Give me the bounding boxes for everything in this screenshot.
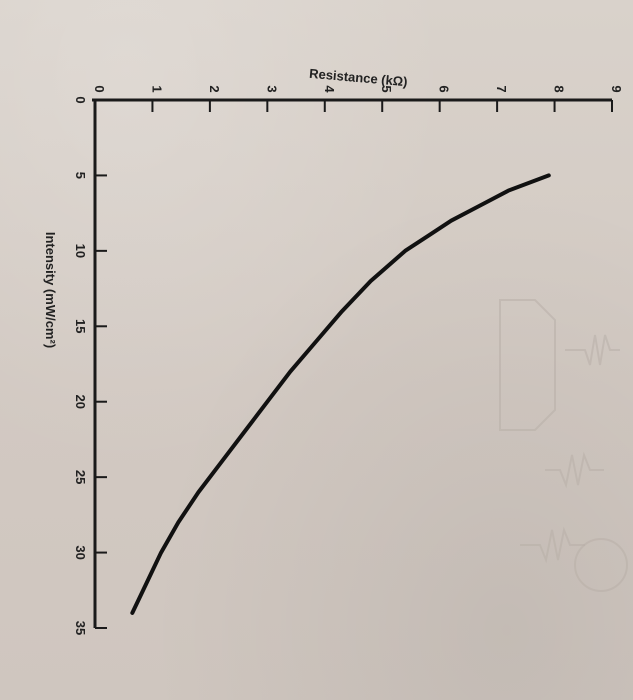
x-tick-label-0: 0	[73, 96, 88, 103]
y-tick-label-5: 5	[379, 85, 394, 92]
y-ticks: 0 1 2 3 4 5 6 7 8 9	[92, 85, 624, 112]
x-tick-label-4: 20	[73, 394, 88, 408]
y-tick-label-2: 2	[207, 85, 222, 92]
y-tick-label-0: 0	[92, 85, 107, 92]
y-tick-label-1: 1	[149, 85, 164, 92]
x-tick-label-2: 10	[73, 244, 88, 258]
x-ticks: 0 5 10 15 20 25 30 35	[73, 96, 107, 635]
x-tick-label-1: 5	[73, 172, 88, 179]
series-line-0	[130, 173, 551, 615]
x-tick-label-5: 25	[73, 470, 88, 484]
x-axis-title: Intensity (mW/cm²)	[43, 232, 58, 348]
x-tick-label-3: 15	[73, 319, 88, 333]
y-tick-label-3: 3	[264, 85, 279, 92]
y-tick-label-6: 6	[437, 85, 452, 92]
y-tick-label-9: 9	[609, 85, 624, 92]
curve-layer	[130, 173, 551, 615]
y-tick-label-7: 7	[494, 85, 509, 92]
x-tick-label-7: 35	[73, 621, 88, 635]
background-circuit-diagram	[499, 299, 629, 592]
y-tick-label-4: 4	[322, 85, 337, 93]
y-tick-label-8: 8	[552, 85, 567, 92]
x-tick-label-6: 30	[73, 545, 88, 559]
